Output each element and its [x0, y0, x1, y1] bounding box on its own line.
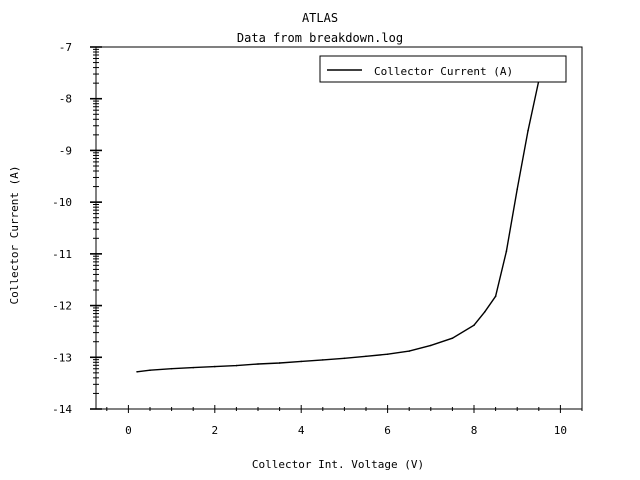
y-axis: -14 -13 -12 -11 -10 -9 -8 -7: [52, 41, 102, 416]
series-line: [136, 80, 540, 373]
y-tick-label: -9: [59, 144, 72, 157]
data-point: [505, 250, 508, 253]
y-tick-label: -10: [52, 196, 72, 209]
data-point: [278, 362, 281, 364]
data-point: [527, 129, 529, 132]
data-point: [408, 350, 411, 352]
data-point: [257, 363, 259, 365]
data-point: [386, 353, 389, 355]
data-point: [214, 365, 216, 368]
x-tick-label: 6: [384, 424, 391, 437]
y-tick-label: -12: [52, 300, 72, 313]
legend-label: Collector Current (A): [374, 65, 513, 78]
data-point: [192, 366, 194, 369]
chart-title: ATLAS: [302, 11, 338, 25]
data-point: [516, 188, 518, 191]
data-point: [343, 357, 346, 360]
y-tick-label: -11: [52, 248, 72, 261]
y-axis-label: Collector Current (A): [8, 165, 21, 304]
data-point: [170, 367, 173, 370]
x-tick-label: 0: [125, 424, 132, 437]
legend-box: [319, 55, 567, 83]
y-tick-label: -14: [52, 403, 72, 416]
data-point: [484, 310, 486, 313]
data-point: [494, 295, 497, 298]
x-tick-label: 10: [554, 424, 567, 437]
data-point: [149, 369, 151, 372]
data-point: [365, 355, 367, 358]
data-point: [235, 364, 238, 367]
data-point: [473, 324, 475, 327]
plot-frame: [95, 46, 583, 410]
y-tick-label: -8: [59, 93, 72, 106]
x-tick-label: 2: [211, 424, 218, 437]
data-point: [451, 337, 454, 339]
series-layer: [136, 79, 540, 373]
chart-subtitle: Data from breakdown.log: [237, 31, 403, 45]
legend: Collector Current (A): [319, 55, 567, 83]
x-axis-label: Collector Int. Voltage (V): [252, 458, 424, 471]
x-tick-label: 8: [471, 424, 478, 437]
data-point: [136, 370, 138, 373]
x-tick-label: 4: [298, 424, 305, 437]
data-point: [430, 344, 432, 347]
y-tick-label: -7: [59, 41, 72, 54]
x-axis: 0 2 4 6 8 10: [106, 405, 583, 437]
data-point: [300, 360, 303, 363]
y-tick-label: -13: [52, 351, 72, 364]
data-point: [322, 359, 324, 361]
